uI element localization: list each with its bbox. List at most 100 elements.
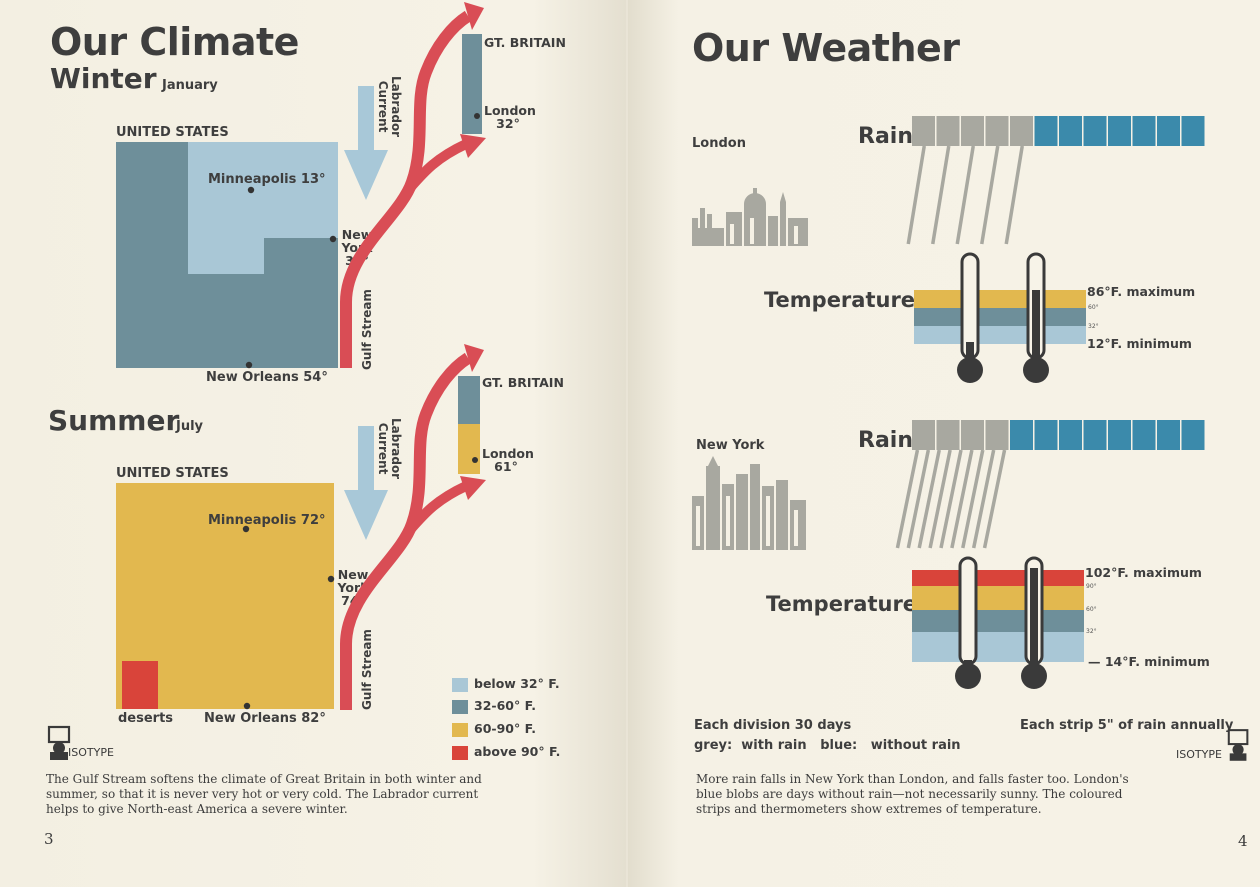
- rain-day-block: [1010, 116, 1033, 146]
- winter-us-map: [116, 142, 338, 369]
- new-york-city-label: New York: [696, 438, 765, 453]
- right-caption-line3: strips and thermometers show extremes of…: [696, 802, 1042, 816]
- page-title-climate: Our Climate: [50, 20, 299, 64]
- rain-streak: [971, 449, 996, 549]
- rain-streak: [906, 145, 926, 245]
- winter-ny-line1: New: [341, 227, 373, 242]
- summer-gulf-stream-label: Gulf Stream: [360, 629, 374, 710]
- new-york-temperature-label: Temperature: [766, 592, 918, 616]
- dry-day-block: [1108, 420, 1131, 450]
- right-caption-line1: More rain falls in New York than London,…: [696, 772, 1129, 786]
- key-each-division: Each division 30 days: [694, 718, 852, 733]
- legend-label: below 32° F.: [474, 676, 560, 691]
- dry-day-block: [1132, 116, 1156, 146]
- rain-streak: [1004, 145, 1024, 245]
- rain-streak: [961, 449, 985, 549]
- summer-zone-above-90: [122, 661, 158, 709]
- london-tick-32: 32°: [1088, 323, 1099, 330]
- summer-month: July: [176, 419, 204, 434]
- london-temperature-label: Temperature: [764, 288, 916, 312]
- london-skyline-icon: [692, 188, 808, 246]
- dry-day-block: [1059, 116, 1082, 146]
- left-caption: The Gulf Stream softens the climate of G…: [46, 772, 606, 817]
- left-caption-line2: summer, so that it is never very hot or …: [46, 787, 479, 801]
- legend-label: 60-90° F.: [474, 721, 537, 736]
- summer-gulf-stream-arrows: [340, 344, 486, 710]
- rain-streak: [917, 449, 941, 549]
- dry-day-block: [1010, 420, 1033, 450]
- legend-swatch: [452, 678, 468, 692]
- summer-new-orleans-label: New Orleans 82°: [204, 711, 326, 726]
- right-caption-line2: blue blobs are days without rain—not nec…: [696, 787, 1123, 801]
- new-york-thermometer-2: [1021, 556, 1047, 689]
- key-grey-blue: grey: with rain blue: without rain: [694, 738, 961, 753]
- rain-day-block: [961, 116, 984, 146]
- summer-us-map: [116, 483, 335, 710]
- london-min-label: 12°F. minimum: [1087, 336, 1192, 351]
- left-caption-line3: helps to give North-east America a sever…: [46, 802, 348, 816]
- rain-streak: [931, 145, 951, 245]
- left-page: Our Climate Winter January UNITED STATES…: [0, 0, 626, 887]
- new-york-temperature-strip: [912, 556, 1084, 689]
- london-max-label: 86°F. maximum: [1087, 284, 1196, 299]
- rain-streak: [982, 449, 1007, 549]
- summer-ny-line1: New: [337, 567, 369, 582]
- dry-day-block: [1132, 420, 1156, 450]
- page-number-right: 4: [1238, 832, 1248, 850]
- london-thermometer-2: [1023, 252, 1049, 383]
- london-rain-label: Rain: [858, 124, 913, 149]
- legend-label: above 90° F.: [474, 744, 561, 759]
- winter-new-orleans-label: New Orleans 54°: [206, 370, 328, 385]
- summer-heading: Summer: [48, 404, 180, 437]
- summer-minneapolis-label: Minneapolis 72°: [208, 513, 326, 528]
- london-city-label: London: [692, 136, 746, 151]
- page-title-weather: Our Weather: [692, 26, 960, 70]
- rain-day-block: [985, 116, 1009, 146]
- new-york-tick-90: 90°: [1086, 583, 1097, 590]
- rain-day-block: [936, 116, 960, 146]
- winter-zone-below-32: [188, 142, 338, 274]
- new-york-rain-label: Rain: [858, 428, 913, 453]
- dry-day-block: [1083, 420, 1107, 450]
- summer-gt-britain-label: GT. BRITAIN: [482, 375, 564, 390]
- new-york-dot: [329, 235, 337, 243]
- rain-day-block: [912, 116, 935, 146]
- rain-day-block: [961, 420, 984, 450]
- dry-day-block: [1034, 420, 1058, 450]
- summer-gb-bar: [458, 376, 480, 474]
- winter-minneapolis-label: Minneapolis 13°: [208, 172, 326, 187]
- dry-day-block: [1059, 420, 1082, 450]
- page-number-left: 3: [44, 830, 54, 848]
- legend-swatch: [452, 723, 468, 737]
- winter-gb-bar: [462, 34, 482, 134]
- london-temperature-strip: [914, 252, 1086, 383]
- summer-minneapolis-dot: [242, 525, 250, 533]
- legend-label: 32-60° F.: [474, 698, 537, 713]
- london-rain-strip: [906, 116, 1205, 245]
- legend-swatch: [452, 746, 468, 760]
- new-york-skyline-icon: [692, 456, 806, 550]
- rain-streak: [980, 145, 1000, 245]
- rain-day-block: [936, 420, 960, 450]
- rain-day-block: [912, 420, 935, 450]
- winter-labrador-arrow: [344, 86, 388, 200]
- dry-day-block: [1083, 116, 1107, 146]
- isotype-logo-icon: [47, 725, 71, 760]
- summer-london-line2: 61°: [494, 459, 518, 474]
- new-york-tick-32: 32°: [1086, 628, 1097, 635]
- dry-day-block: [1181, 420, 1205, 450]
- rain-streak: [928, 449, 952, 549]
- legend-swatch: [452, 700, 468, 714]
- winter-region-label: UNITED STATES: [116, 125, 229, 140]
- left-caption-line1: The Gulf Stream softens the climate of G…: [46, 772, 482, 786]
- dry-day-block: [1181, 116, 1205, 146]
- winter-gt-britain-label: GT. BRITAIN: [484, 35, 566, 50]
- minneapolis-dot: [247, 186, 255, 194]
- london-thermometer-1: [957, 252, 983, 383]
- new-york-min-label: — 14°F. minimum: [1088, 654, 1210, 669]
- isotype-label-left: ISOTYPE: [68, 746, 114, 759]
- summer-new-orleans-dot: [243, 702, 251, 710]
- dry-day-block: [1034, 116, 1058, 146]
- summer-deserts-label: deserts: [118, 711, 174, 726]
- winter-month: January: [162, 78, 218, 93]
